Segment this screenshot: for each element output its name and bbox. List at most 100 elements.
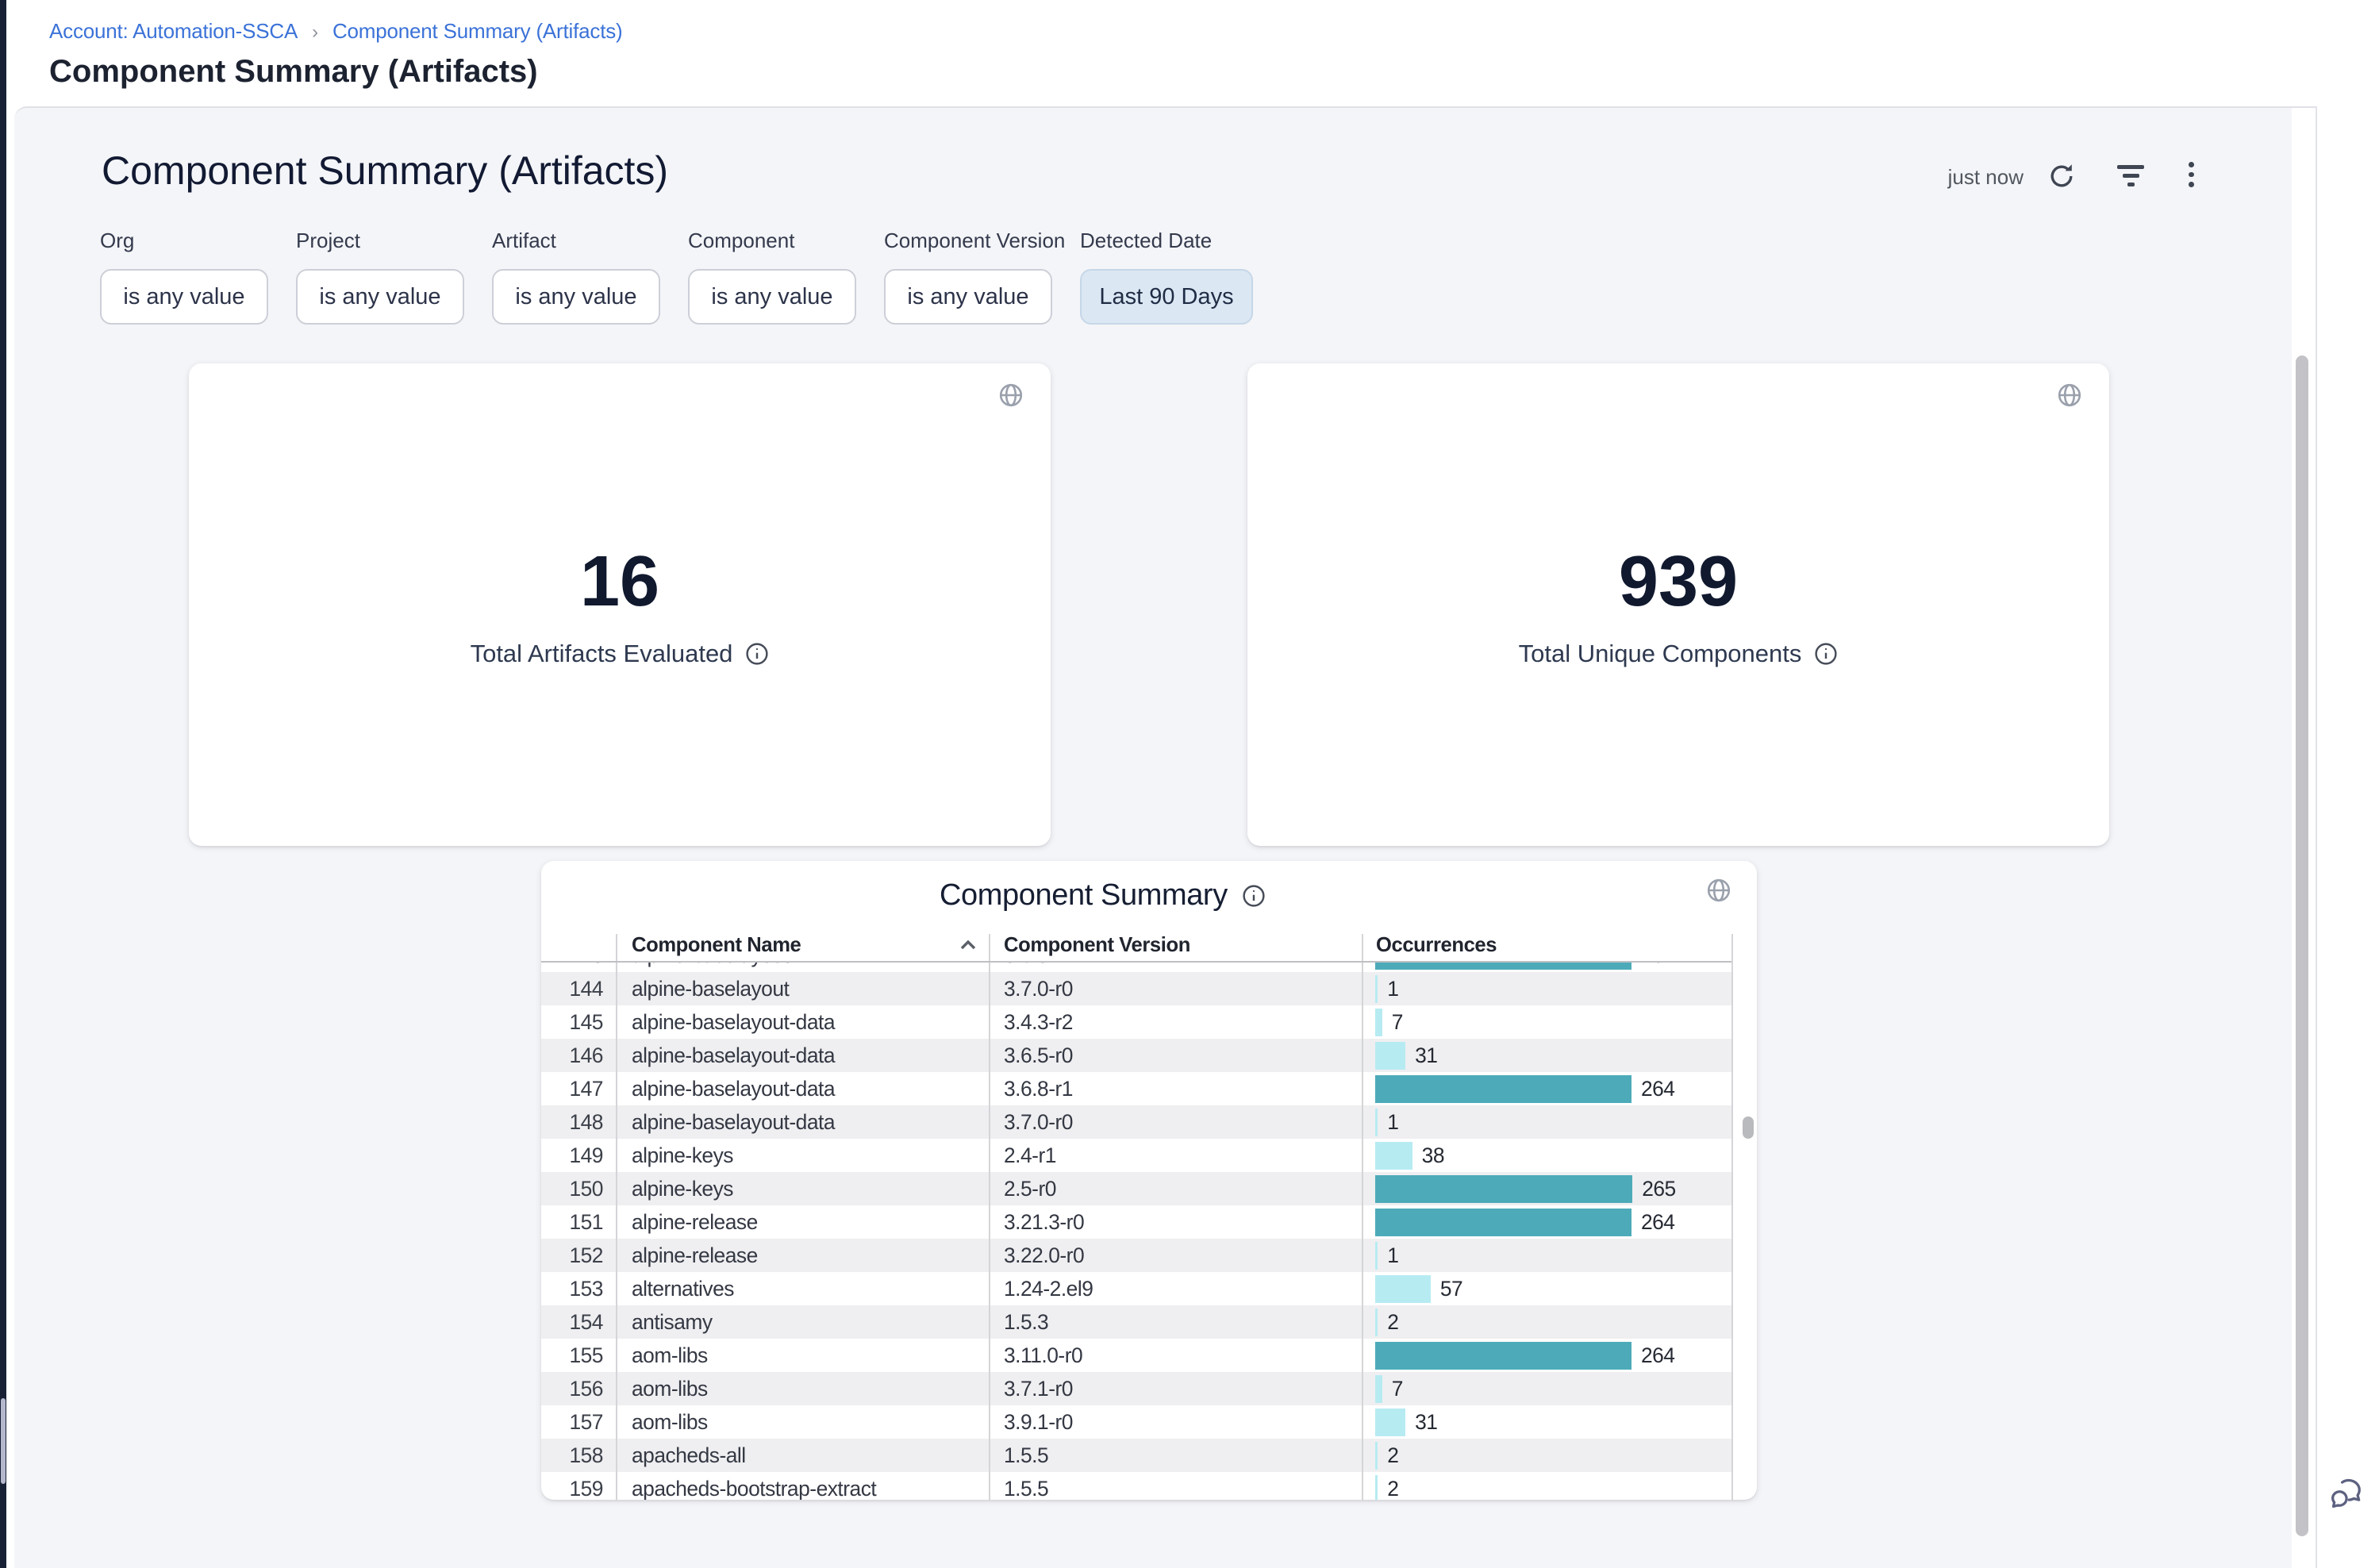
occurrence-bar[interactable] [1375, 1174, 1633, 1203]
table-row[interactable]: 150 alpine-keys 2.5-r0 265 [541, 1172, 1731, 1205]
column-divider [1362, 934, 1363, 1501]
page-scrollbar-track[interactable] [2292, 108, 2316, 1568]
filter-icon[interactable] [2117, 165, 2144, 186]
occurrence-bar[interactable] [1375, 1008, 1382, 1036]
component-version: 3.11.0-r0 [1004, 1343, 1083, 1367]
component-name: alpine-baselayout-data [632, 1076, 836, 1101]
info-icon[interactable] [1242, 884, 1266, 908]
last-refreshed-label: just now [1947, 165, 2023, 189]
row-index: 150 [569, 1176, 603, 1201]
table-row[interactable]: 144 alpine-baselayout 3.7.0-r0 1 [541, 972, 1731, 1005]
filter-value-button[interactable]: is any value [884, 269, 1052, 325]
occurrence-bar[interactable] [1375, 1308, 1378, 1336]
occurrence-value: 2 [1387, 1443, 1399, 1467]
occurrence-bar[interactable] [1375, 1474, 1378, 1500]
table-row[interactable]: 152 alpine-release 3.22.0-r0 1 [541, 1239, 1731, 1272]
occurrence-bar[interactable] [1375, 1208, 1631, 1236]
info-icon[interactable] [745, 642, 769, 666]
occurrences-cell: 264 [1362, 1339, 1731, 1372]
kebab-menu-icon[interactable] [2189, 162, 2194, 187]
filter-value-button[interactable]: is any value [100, 269, 268, 325]
table-row[interactable]: 157 aom-libs 3.9.1-r0 31 [541, 1405, 1731, 1439]
occurrence-value: 31 [1415, 1409, 1438, 1434]
table-row[interactable]: 146 alpine-baselayout-data 3.6.5-r0 31 [541, 1039, 1731, 1072]
info-icon[interactable] [1814, 642, 1838, 666]
occurrence-bar[interactable] [1375, 1441, 1378, 1470]
table-row[interactable]: 155 aom-libs 3.11.0-r0 264 [541, 1339, 1731, 1372]
table-row[interactable]: 148 alpine-baselayout-data 3.7.0-r0 1 [541, 1105, 1731, 1139]
table-row[interactable]: 145 alpine-baselayout-data 3.4.3-r2 7 [541, 1005, 1731, 1039]
occurrence-bar[interactable] [1375, 1074, 1631, 1103]
row-index: 148 [569, 1109, 603, 1134]
row-index: 144 [569, 976, 603, 1001]
occurrence-bar[interactable] [1375, 1274, 1431, 1303]
component-version: 3.7.1-r0 [1004, 1376, 1073, 1401]
table-row[interactable]: 151 alpine-release 3.21.3-r0 264 [541, 1205, 1731, 1239]
filter-artifact: Artifact is any value [492, 229, 660, 325]
row-index: 143 [541, 963, 616, 972]
component-version: 3.4.3-r2 [1004, 1009, 1073, 1034]
table-row[interactable]: 149 alpine-keys 2.4-r1 38 [541, 1139, 1731, 1172]
occurrence-bar[interactable] [1375, 1141, 1412, 1170]
occurrence-value: 264 [1640, 1209, 1675, 1234]
occurrence-bar[interactable] [1375, 1408, 1406, 1436]
table-row[interactable]: 158 apacheds-all 1.5.5 2 [541, 1439, 1731, 1472]
page-scrollbar-thumb[interactable] [2296, 355, 2308, 1536]
refresh-icon[interactable] [2047, 162, 2076, 190]
breadcrumb-current-link[interactable]: Component Summary (Artifacts) [332, 19, 623, 43]
row-index: 153 [569, 1276, 603, 1301]
component-name: alpine-baselayout-data [632, 1043, 836, 1067]
component-name: alpine-keys [632, 1176, 734, 1201]
sort-asc-icon[interactable] [959, 938, 978, 952]
row-index: 145 [569, 1009, 603, 1034]
occurrence-bar[interactable] [1375, 963, 1631, 970]
filter-value-button[interactable]: is any value [688, 269, 856, 325]
occurrence-value: 31 [1415, 1043, 1438, 1067]
occurrence-bar[interactable] [1375, 974, 1378, 1003]
filter-value-button[interactable]: Last 90 Days [1080, 269, 1253, 325]
occurrences-cell: 264 [1362, 963, 1731, 972]
table-row[interactable]: 159 apacheds-bootstrap-extract 1.5.5 2 [541, 1472, 1731, 1500]
component-version: 1.5.3 [1004, 1309, 1049, 1334]
breadcrumb-account-link[interactable]: Account: Automation-SSCA [49, 19, 298, 43]
occurrence-bar[interactable] [1375, 1374, 1382, 1403]
globe-icon[interactable] [2057, 382, 2082, 414]
nav-scrollbar-thumb[interactable] [1, 1398, 6, 1484]
table-row[interactable]: 156 aom-libs 3.7.1-r0 7 [541, 1372, 1731, 1405]
row-index: 158 [569, 1443, 603, 1467]
occurrence-bar[interactable] [1375, 1108, 1378, 1136]
component-version: 3.6.8-r1 [1004, 1076, 1073, 1101]
table-row[interactable]: 153 alternatives 1.24-2.el9 57 [541, 1272, 1731, 1305]
filter-value-button[interactable]: is any value [296, 269, 464, 325]
filter-detected-date: Detected Date Last 90 Days [1080, 229, 1253, 325]
table-title: Component Summary [940, 878, 1266, 913]
column-header-occurrences[interactable]: Occurrences [1376, 933, 1497, 956]
component-name: alpine-baselayout-data [632, 1109, 836, 1134]
occurrence-bar[interactable] [1375, 1241, 1378, 1270]
occurrence-bar[interactable] [1375, 1041, 1406, 1070]
column-header-name[interactable]: Component Name [632, 933, 801, 956]
table-header-border [541, 961, 1731, 963]
column-header-version[interactable]: Component Version [1004, 933, 1190, 956]
component-name: alternatives [632, 1276, 734, 1301]
stat-card-artifacts: 16 Total Artifacts Evaluated [189, 363, 1051, 846]
support-chat-icon[interactable] [2328, 1476, 2365, 1517]
occurrence-value: 1 [1387, 976, 1399, 1001]
filter-value-button[interactable]: is any value [492, 269, 660, 325]
component-version: 2.5-r0 [1004, 1176, 1056, 1201]
occurrence-value: 7 [1391, 1009, 1404, 1034]
table-scrollbar-thumb[interactable] [1743, 1116, 1754, 1139]
component-name: alpine-baselayout [632, 976, 790, 1001]
globe-icon[interactable] [998, 382, 1024, 414]
dashboard-title: Component Summary (Artifacts) [102, 148, 669, 193]
component-name: apacheds-all [632, 1443, 746, 1467]
page-right-margin [2316, 106, 2379, 1568]
table-row[interactable]: 154 antisamy 1.5.3 2 [541, 1305, 1731, 1339]
table-row[interactable]: 147 alpine-baselayout-data 3.6.8-r1 264 [541, 1072, 1731, 1105]
globe-icon[interactable] [1706, 878, 1731, 909]
occurrence-value: 264 [1641, 963, 1675, 968]
stat-value-artifacts: 16 [579, 542, 660, 621]
occurrence-bar[interactable] [1375, 1341, 1631, 1370]
component-name: alpine-release [632, 1243, 758, 1267]
